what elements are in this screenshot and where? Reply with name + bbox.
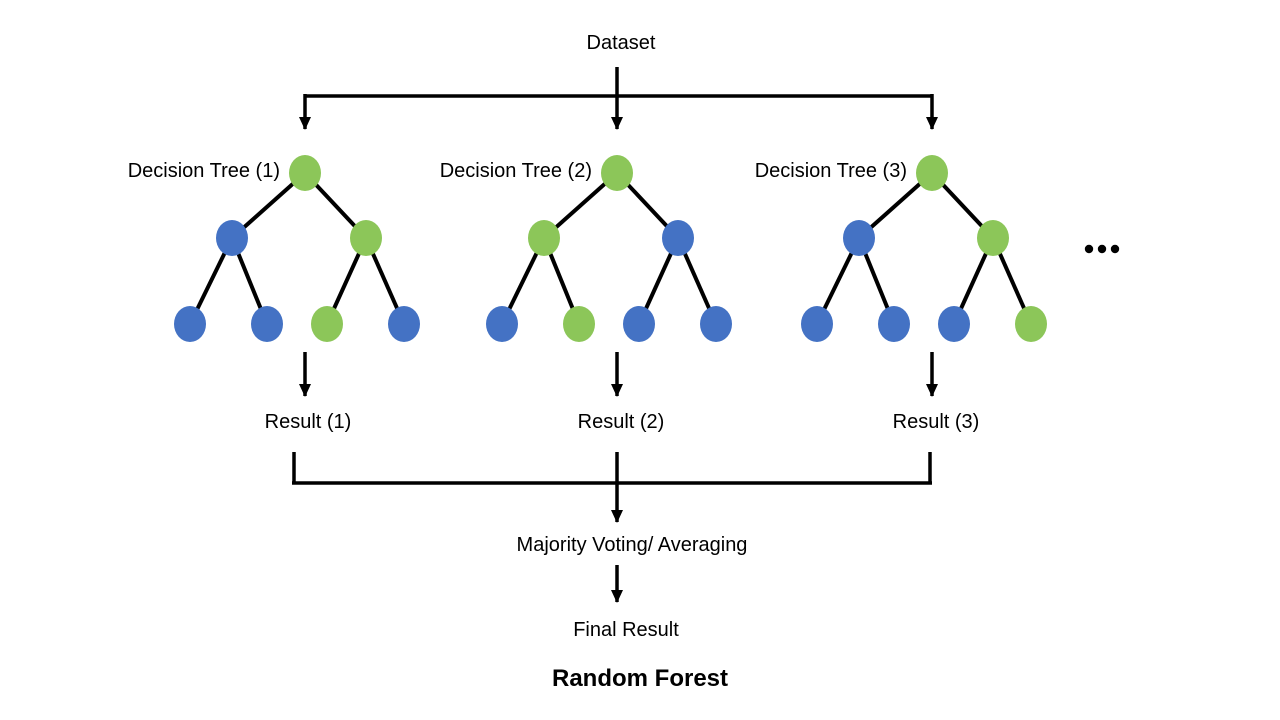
- final-result-label: Final Result: [573, 619, 679, 641]
- tree-1-leaf-node-1: [174, 306, 206, 342]
- tree-3-leaf-node-4: [1015, 306, 1047, 342]
- ellipsis-dot: [1110, 244, 1120, 254]
- tree-2-internal-node-1: [528, 220, 560, 256]
- tree-2-leaf-node-1: [486, 306, 518, 342]
- tree-2-leaf-node-2: [563, 306, 595, 342]
- tree-1-leaf-node-3: [311, 306, 343, 342]
- decision-tree-1-label: Decision Tree (1): [127, 160, 280, 182]
- tree-2-leaf-node-4: [700, 306, 732, 342]
- tree-1-internal-node-2: [350, 220, 382, 256]
- result-3-label: Result (3): [892, 411, 980, 433]
- decision-tree-3-label: Decision Tree (3): [754, 160, 907, 182]
- result-2-label: Result (2): [577, 411, 665, 433]
- tree-1-leaf-node-4: [388, 306, 420, 342]
- tree-1-internal-node-1: [216, 220, 248, 256]
- tree-3-leaf-node-3: [938, 306, 970, 342]
- diagram-title: Random Forest: [551, 665, 729, 692]
- dataset-label: Dataset: [586, 32, 656, 54]
- tree-2-root-node: [601, 155, 633, 191]
- result-1-label: Result (1): [264, 411, 352, 433]
- tree-3-root-node: [916, 155, 948, 191]
- tree-1-leaf-node-2: [251, 306, 283, 342]
- ellipsis-dot: [1084, 244, 1094, 254]
- tree-2-leaf-node-3: [623, 306, 655, 342]
- tree-3-leaf-node-2: [878, 306, 910, 342]
- tree-3-leaf-node-1: [801, 306, 833, 342]
- tree-2-internal-node-2: [662, 220, 694, 256]
- ellipsis-dot: [1097, 244, 1107, 254]
- decision-tree-2-label: Decision Tree (2): [439, 160, 592, 182]
- tree-3-internal-node-2: [977, 220, 1009, 256]
- tree-1-root-node: [289, 155, 321, 191]
- aggregation-label: Majority Voting/ Averaging: [516, 534, 748, 556]
- tree-3-internal-node-1: [843, 220, 875, 256]
